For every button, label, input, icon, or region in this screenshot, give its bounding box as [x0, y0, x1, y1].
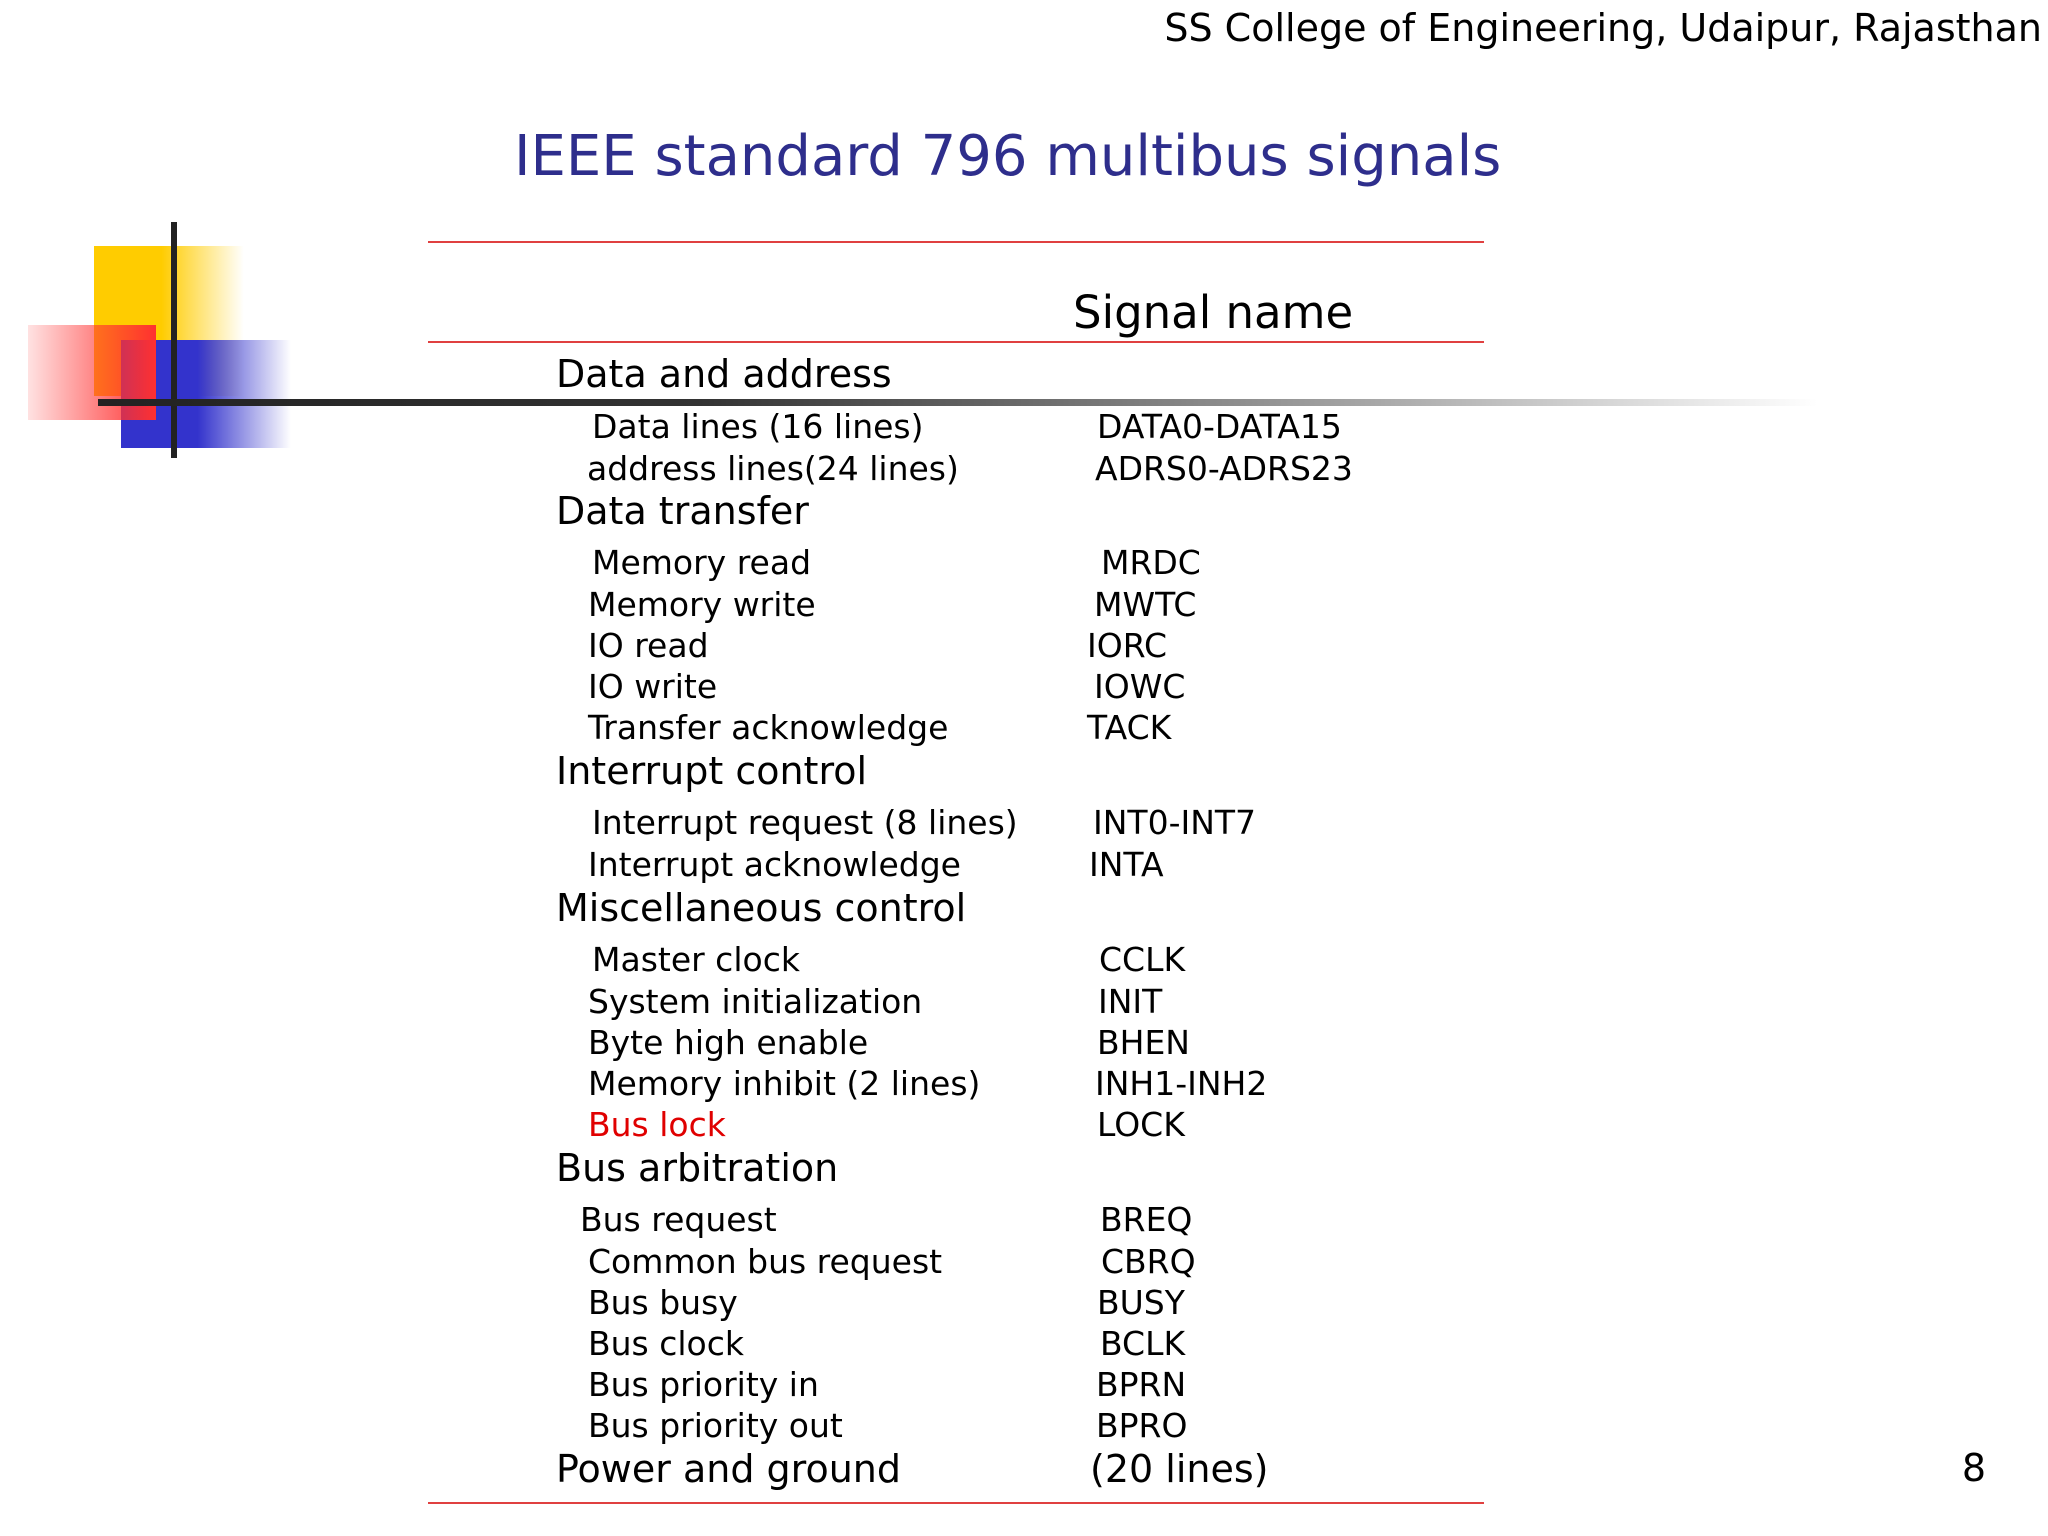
- function-label: Data lines (16 lines): [592, 407, 924, 446]
- vertical-bar: [171, 222, 177, 458]
- signal-label: INH1-INH2: [1095, 1064, 1268, 1103]
- function-label: IO read: [588, 626, 709, 665]
- slide-title: IEEE standard 796 multibus signals: [514, 124, 1502, 189]
- signal-label: CBRQ: [1101, 1242, 1196, 1281]
- function-label: Interrupt acknowledge: [588, 845, 961, 884]
- function-label-highlighted: Bus lock: [588, 1105, 726, 1144]
- bottom-rule: [428, 1502, 1484, 1504]
- signal-name-header: Signal name: [1073, 286, 1354, 339]
- category-data-transfer: Data transfer: [556, 489, 809, 533]
- function-label: Byte high enable: [588, 1023, 869, 1062]
- function-label: Bus request: [580, 1200, 777, 1239]
- signal-label: BREQ: [1100, 1200, 1193, 1239]
- signal-label: INIT: [1098, 982, 1163, 1021]
- function-label: Transfer acknowledge: [588, 708, 949, 747]
- function-label: Bus priority out: [588, 1406, 843, 1445]
- horizontal-bar: [98, 399, 1818, 406]
- function-label: IO write: [588, 667, 718, 706]
- signal-label: BPRO: [1096, 1406, 1188, 1445]
- signal-label: BHEN: [1097, 1023, 1190, 1062]
- signal-label: INTA: [1089, 845, 1164, 884]
- function-label: Master clock: [592, 940, 800, 979]
- function-label: Bus clock: [588, 1324, 744, 1363]
- category-interrupt-control: Interrupt control: [556, 749, 868, 793]
- signal-label: IORC: [1087, 626, 1168, 665]
- signal-label: MRDC: [1101, 543, 1201, 582]
- function-label: Memory inhibit (2 lines): [588, 1064, 981, 1103]
- function-label: Bus priority in: [588, 1365, 819, 1404]
- function-label: System initialization: [588, 982, 923, 1021]
- page-number: 8: [1961, 1446, 1986, 1490]
- signal-label: IOWC: [1094, 667, 1186, 706]
- function-label: Memory write: [588, 585, 816, 624]
- function-label: address lines(24 lines): [587, 449, 959, 488]
- signal-label: CCLK: [1099, 940, 1186, 979]
- function-label: Common bus request: [588, 1242, 943, 1281]
- signal-label: ADRS0-ADRS23: [1095, 449, 1353, 488]
- function-label: Memory read: [592, 543, 812, 582]
- category-power-and-ground: Power and ground: [556, 1447, 901, 1491]
- category-bus-arbitration: Bus arbitration: [556, 1146, 839, 1190]
- signal-label: LOCK: [1097, 1105, 1185, 1144]
- function-label: Bus busy: [588, 1283, 738, 1322]
- signal-label: BCLK: [1100, 1324, 1186, 1363]
- header-rule: [428, 341, 1484, 343]
- signal-label: BUSY: [1097, 1283, 1185, 1322]
- signal-label: BPRN: [1096, 1365, 1187, 1404]
- signal-label: (20 lines): [1090, 1447, 1269, 1491]
- category-miscellaneous-control: Miscellaneous control: [556, 886, 967, 930]
- institution-header: SS College of Engineering, Udaipur, Raja…: [1164, 6, 2042, 50]
- signal-label: TACK: [1087, 708, 1172, 747]
- signal-label: MWTC: [1094, 585, 1197, 624]
- category-data-and-address: Data and address: [556, 352, 892, 396]
- signal-label: INT0-INT7: [1093, 803, 1257, 842]
- top-rule: [428, 241, 1484, 243]
- signal-label: DATA0-DATA15: [1097, 407, 1342, 446]
- function-label: Interrupt request (8 lines): [592, 803, 1018, 842]
